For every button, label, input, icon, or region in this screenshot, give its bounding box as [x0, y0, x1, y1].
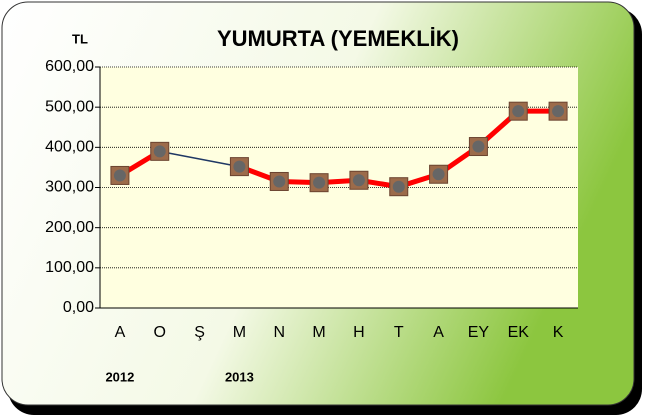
y-axis-label: TL: [72, 31, 88, 46]
marker: [349, 170, 369, 190]
x-tick-label: N: [273, 324, 285, 341]
x-tick-label: K: [553, 324, 564, 341]
y-tick-label: 600,00: [45, 58, 94, 75]
x-tick-label: EY: [468, 324, 490, 341]
year-label: 2012: [105, 369, 134, 384]
marker: [548, 101, 568, 121]
marker-dot: [233, 160, 246, 173]
x-tick-label: M: [233, 324, 246, 341]
marker-dot: [313, 176, 326, 189]
y-tick-label: 0,00: [63, 299, 94, 316]
marker-dot: [153, 145, 166, 158]
marker-dot: [512, 105, 525, 118]
marker: [110, 165, 130, 185]
x-tick-label: O: [154, 324, 166, 341]
y-tick-label: 300,00: [45, 179, 94, 196]
marker: [389, 177, 409, 197]
marker: [269, 171, 289, 191]
marker-dot: [432, 168, 445, 181]
marker: [508, 101, 528, 121]
marker-dot: [472, 140, 485, 153]
marker-dot: [352, 174, 365, 187]
gap-connector: [159, 150, 240, 168]
y-tick-label: 500,00: [45, 98, 94, 115]
x-tick-label: Ş: [194, 324, 205, 341]
y-tick-label: 400,00: [45, 139, 94, 156]
x-tick-label: A: [433, 324, 444, 341]
x-tick-label: EK: [508, 324, 530, 341]
x-tick-label: H: [353, 324, 365, 341]
marker-dot: [552, 105, 565, 118]
marker-dot: [273, 175, 286, 188]
marker: [229, 157, 249, 177]
x-tick-label: T: [394, 324, 404, 341]
marker: [150, 141, 170, 161]
chart-title: YUMURTA (YEMEKLİK): [217, 26, 459, 51]
marker-dot: [392, 180, 405, 193]
x-tick-label: A: [115, 324, 126, 341]
y-tick-label: 200,00: [45, 219, 94, 236]
marker: [429, 164, 449, 184]
marker-dot: [113, 169, 126, 182]
x-tick-label: M: [312, 324, 325, 341]
marker: [468, 137, 488, 157]
year-label: 2013: [225, 369, 254, 384]
marker: [309, 173, 329, 193]
y-tick-label: 100,00: [45, 259, 94, 276]
